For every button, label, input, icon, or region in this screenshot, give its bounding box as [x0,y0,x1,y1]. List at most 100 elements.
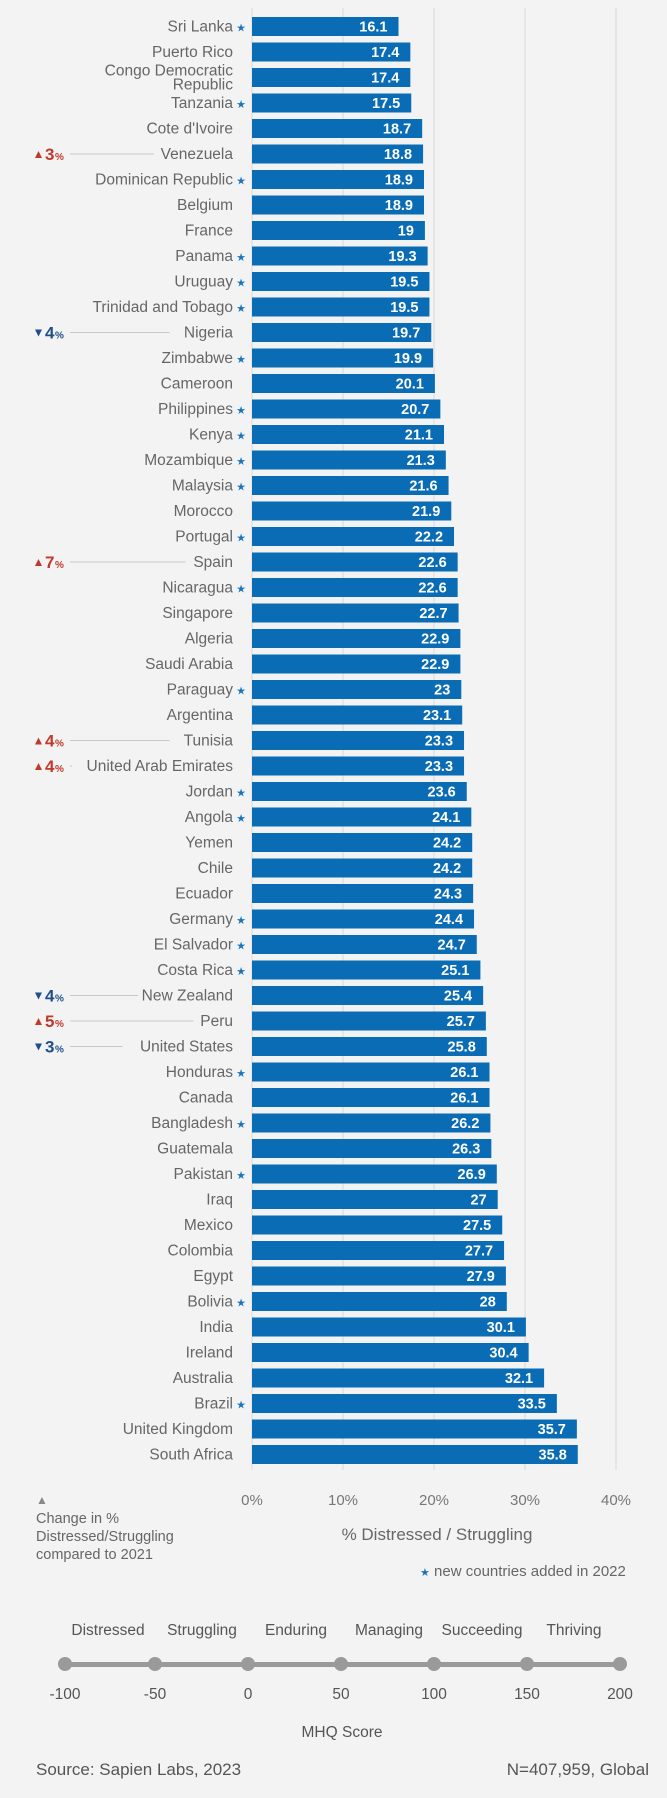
new-country-star-icon: ★ [236,1119,246,1131]
country-label: Uruguay [174,274,233,291]
bar [252,782,467,801]
bar [252,1011,486,1031]
country-label: Puerto Rico [152,44,233,61]
bar-value-label: 22.6 [418,581,446,597]
new-country-star-icon: ★ [236,1400,246,1412]
country-label: South Africa [149,1447,233,1464]
country-label: Brazil [194,1396,233,1413]
bar-value-label: 19.5 [390,300,418,316]
bar-value-label: 18.7 [383,122,411,138]
bar [252,603,459,623]
change-value: 4 [45,757,55,776]
country-label: Congo Democratic [105,63,234,80]
change-percent-sign: % [55,331,64,342]
bar-value-label: 25.8 [448,1040,476,1056]
bar-value-label: 26.9 [458,1167,486,1183]
country-label: Kenya [189,427,233,444]
bar [252,1113,491,1133]
x-tick-label: 30% [510,1492,540,1509]
change-value: 3 [45,1038,54,1057]
bar-value-label: 27.9 [467,1269,495,1285]
country-label: Tunisia [184,733,234,750]
country-label: Pakistan [174,1166,233,1183]
change-percent-sign: % [55,764,64,775]
mhq-scale-number: 100 [421,1686,447,1703]
mhq-scale-dot [241,1657,255,1671]
mhq-category-label: Enduring [264,1622,328,1639]
bar-value-label: 26.1 [450,1091,478,1107]
mhq-scale-title: MHQ Score [301,1724,383,1741]
mhq-scale-dot [427,1657,441,1671]
bar-value-label: 23 [434,683,450,699]
change-value: 5 [45,1012,54,1031]
bar [252,1088,490,1107]
bar-value-label: 17.4 [371,45,399,61]
new-country-star-icon: ★ [236,482,246,494]
country-label: Guatemala [157,1141,233,1158]
bar [252,654,461,674]
bar [252,170,424,189]
bar-value-label: 26.3 [452,1142,480,1158]
change-value: 3 [45,145,54,164]
country-label: India [199,1319,233,1336]
bar [252,42,411,62]
bar-value-label: 17.5 [372,96,400,112]
new-country-star-icon: ★ [236,966,246,978]
bar-value-label: 23.6 [428,785,456,801]
country-label: Colombia [168,1243,234,1260]
bar-value-label: 20.1 [396,377,424,393]
arrow-up-icon [35,559,42,566]
new-countries-text: new countries added in 2022 [434,1563,626,1580]
change-value: 7 [45,553,54,572]
new-country-star-icon: ★ [236,431,246,443]
source-text: Source: Sapien Labs, 2023 [36,1760,242,1779]
arrow-up-icon [35,1018,42,1025]
bar [252,68,411,87]
country-label: Bolivia [187,1294,233,1311]
bar [252,884,474,903]
country-label: Paraguay [167,682,234,699]
country-label: Costa Rica [157,962,233,979]
bar-value-label: 19 [398,224,414,240]
bar-value-label: 22.9 [421,657,449,673]
change-percent-sign: % [55,739,64,750]
country-label: New Zealand [142,988,233,1005]
new-country-star-icon: ★ [236,252,246,264]
mhq-scale-number: -100 [49,1686,81,1703]
bar-value-label: 35.8 [539,1448,567,1464]
bar [252,348,434,368]
bar [252,552,458,572]
x-tick-label: 10% [328,1492,358,1509]
change-value: 4 [45,324,55,343]
bar [252,272,430,291]
bar [252,1215,503,1235]
bar-value-label: 22.7 [419,606,447,622]
bar-value-label: 30.4 [489,1346,517,1362]
bar-value-label: 35.7 [538,1422,566,1438]
new-country-star-icon: ★ [236,456,246,468]
bar-value-label: 27 [471,1193,487,1209]
country-label: United Kingdom [123,1421,233,1438]
country-label: Peru [200,1013,233,1030]
arrow-up-icon [35,737,42,745]
mhq-scale-dot [613,1657,627,1671]
country-label: El Salvador [154,937,233,954]
country-label: Cote d'Ivoire [146,121,233,138]
bar [252,246,428,266]
change-legend-text: Change in % Distressed/Struggling compar… [36,1511,174,1563]
bar [252,17,399,36]
country-label: Angola [185,809,234,826]
new-country-star-icon: ★ [236,788,246,800]
x-tick-label: 40% [601,1492,631,1509]
bar-value-label: 22.6 [418,555,446,571]
bar-value-label: 25.4 [444,989,472,1005]
new-country-star-icon: ★ [236,686,246,698]
bar [252,1139,492,1158]
new-country-star-icon: ★ [236,915,246,927]
bar-value-label: 27.7 [465,1244,493,1260]
bar [252,1241,505,1260]
bar-value-label: 20.7 [401,402,429,418]
mhq-category-label: Managing [354,1622,424,1639]
country-label: Ecuador [175,886,233,903]
